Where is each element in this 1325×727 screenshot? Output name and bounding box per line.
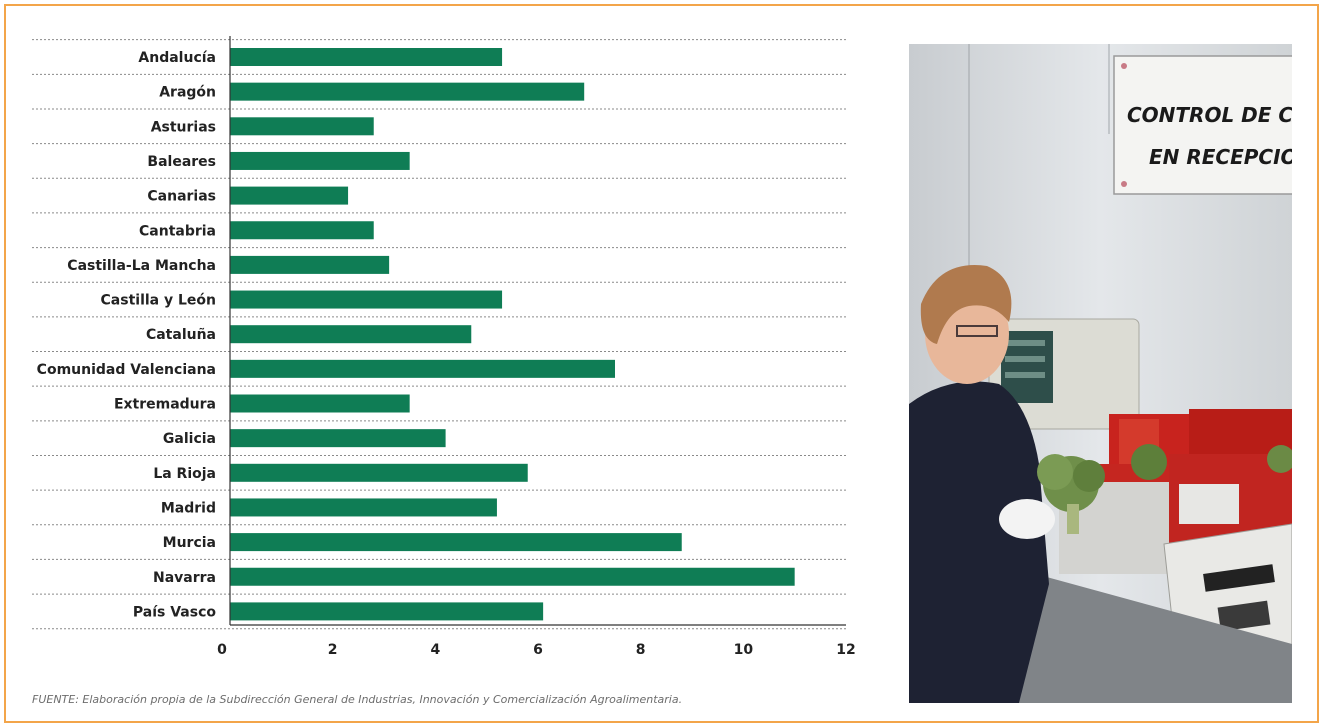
category-label: Cataluña [146, 327, 216, 343]
bar [230, 82, 585, 101]
category-label: Castilla y León [101, 293, 216, 309]
category-label: Aragón [159, 85, 216, 101]
bar [230, 359, 615, 378]
x-tick-label: 10 [734, 642, 754, 658]
bar [230, 394, 410, 413]
bar [230, 533, 682, 552]
photo-quality-control: CONTROL DE CALIDA EN RECEPCION [909, 44, 1292, 703]
x-tick-labels: 0 2 4 6 8 10 12 [217, 642, 856, 658]
bar [230, 429, 446, 448]
category-label: Comunidad Valenciana [37, 362, 216, 378]
bar [230, 117, 374, 136]
category-label: País Vasco [133, 604, 216, 620]
bar [230, 221, 374, 240]
x-tick-label: 0 [217, 642, 227, 658]
x-tick-label: 2 [328, 642, 338, 658]
category-label: Madrid [161, 500, 216, 516]
bar [230, 186, 349, 205]
bars [230, 48, 795, 621]
computer-monitor [988, 318, 1140, 430]
x-tick-label: 8 [636, 642, 646, 658]
bar [230, 463, 528, 482]
category-label: Andalucía [138, 50, 216, 66]
category-label: Castilla-La Mancha [67, 258, 216, 274]
category-label: Extremadura [114, 397, 216, 413]
category-label: Navarra [153, 570, 216, 586]
category-label: Asturias [151, 119, 216, 135]
category-label: Cantabria [139, 223, 216, 239]
bar [230, 290, 503, 309]
bar [230, 151, 410, 170]
bar [230, 567, 795, 586]
category-label: Murcia [163, 535, 216, 551]
bar-chart: Andalucía Aragón Asturias Baleares Canarias C… [32, 36, 856, 658]
worker-person [909, 265, 1055, 703]
quality-control-sign: CONTROL DE CALIDA EN RECEPCION [1113, 55, 1292, 195]
broccoli-head [1037, 454, 1105, 534]
category-labels: Andalucía Aragón Asturias Baleares Canarias C… [37, 50, 217, 620]
bar [230, 48, 503, 66]
x-tick-label: 4 [430, 642, 440, 658]
sign-line-2: EN RECEPCION [1149, 145, 1292, 169]
x-tick-label: 12 [836, 642, 855, 658]
bar [230, 602, 544, 621]
source-note: FUENTE: Elaboración propia de la Subdire… [32, 693, 683, 706]
bar [230, 325, 472, 344]
category-label: La Rioja [153, 466, 216, 482]
category-label: Canarias [147, 189, 216, 205]
category-label: Baleares [147, 154, 216, 170]
category-label: Galicia [163, 431, 216, 447]
sign-line-1: CONTROL DE CALIDA [1127, 103, 1292, 127]
bar [230, 255, 390, 274]
bar [230, 498, 497, 517]
x-tick-label: 6 [533, 642, 543, 658]
